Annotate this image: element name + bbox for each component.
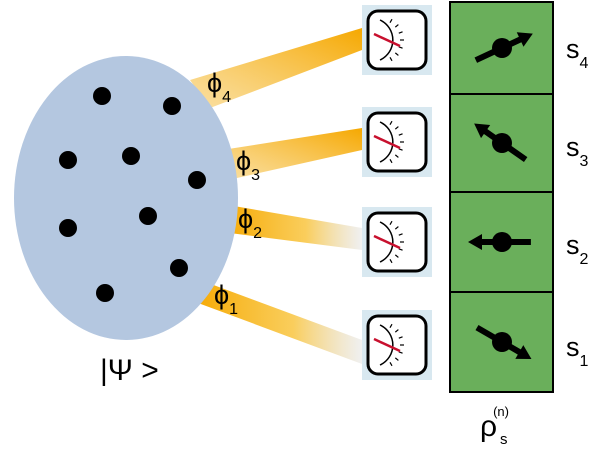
particle xyxy=(170,259,188,277)
particle xyxy=(163,97,181,115)
spin-dot xyxy=(492,232,512,252)
wavefunction-ellipse xyxy=(14,56,238,340)
spin-panel xyxy=(449,1,554,393)
gauge-icon xyxy=(362,310,432,380)
phi-label-2: ϕ2 xyxy=(238,204,263,242)
phi-label-1: ϕ1 xyxy=(214,280,239,318)
density-label: ρ(n) xyxy=(480,404,509,443)
spin-cell xyxy=(449,191,554,293)
site-label-4: s4 xyxy=(566,34,589,72)
site-label-2: s2 xyxy=(566,230,589,268)
particle xyxy=(96,284,114,302)
wavefunction-label: |Ψ > xyxy=(100,354,159,387)
particle xyxy=(93,87,111,105)
particle xyxy=(122,147,140,165)
gauge-icon xyxy=(362,207,432,277)
phi-label-3: ϕ3 xyxy=(236,146,261,184)
spin-dot xyxy=(492,38,512,58)
beams xyxy=(190,28,362,364)
phi-label-4: ϕ4 xyxy=(207,68,232,106)
spin-cell xyxy=(449,93,554,193)
beam-2 xyxy=(222,205,362,250)
particle xyxy=(139,207,157,225)
site-label-3: s3 xyxy=(566,132,589,170)
spin-cell xyxy=(449,291,554,393)
gauge-icon xyxy=(362,5,432,75)
density-subscript: s xyxy=(500,431,508,448)
spin-dot xyxy=(492,332,512,352)
particle xyxy=(59,219,77,237)
particle xyxy=(188,171,206,189)
beam-3 xyxy=(222,128,362,180)
particle xyxy=(59,151,77,169)
gauges xyxy=(362,5,432,380)
particles xyxy=(59,87,206,302)
beam-1 xyxy=(190,280,362,364)
gauge-icon xyxy=(362,107,432,177)
site-label-1: s1 xyxy=(566,332,589,370)
spin-cell xyxy=(449,1,554,95)
beam-4 xyxy=(190,28,362,108)
spin-dot xyxy=(492,133,512,153)
